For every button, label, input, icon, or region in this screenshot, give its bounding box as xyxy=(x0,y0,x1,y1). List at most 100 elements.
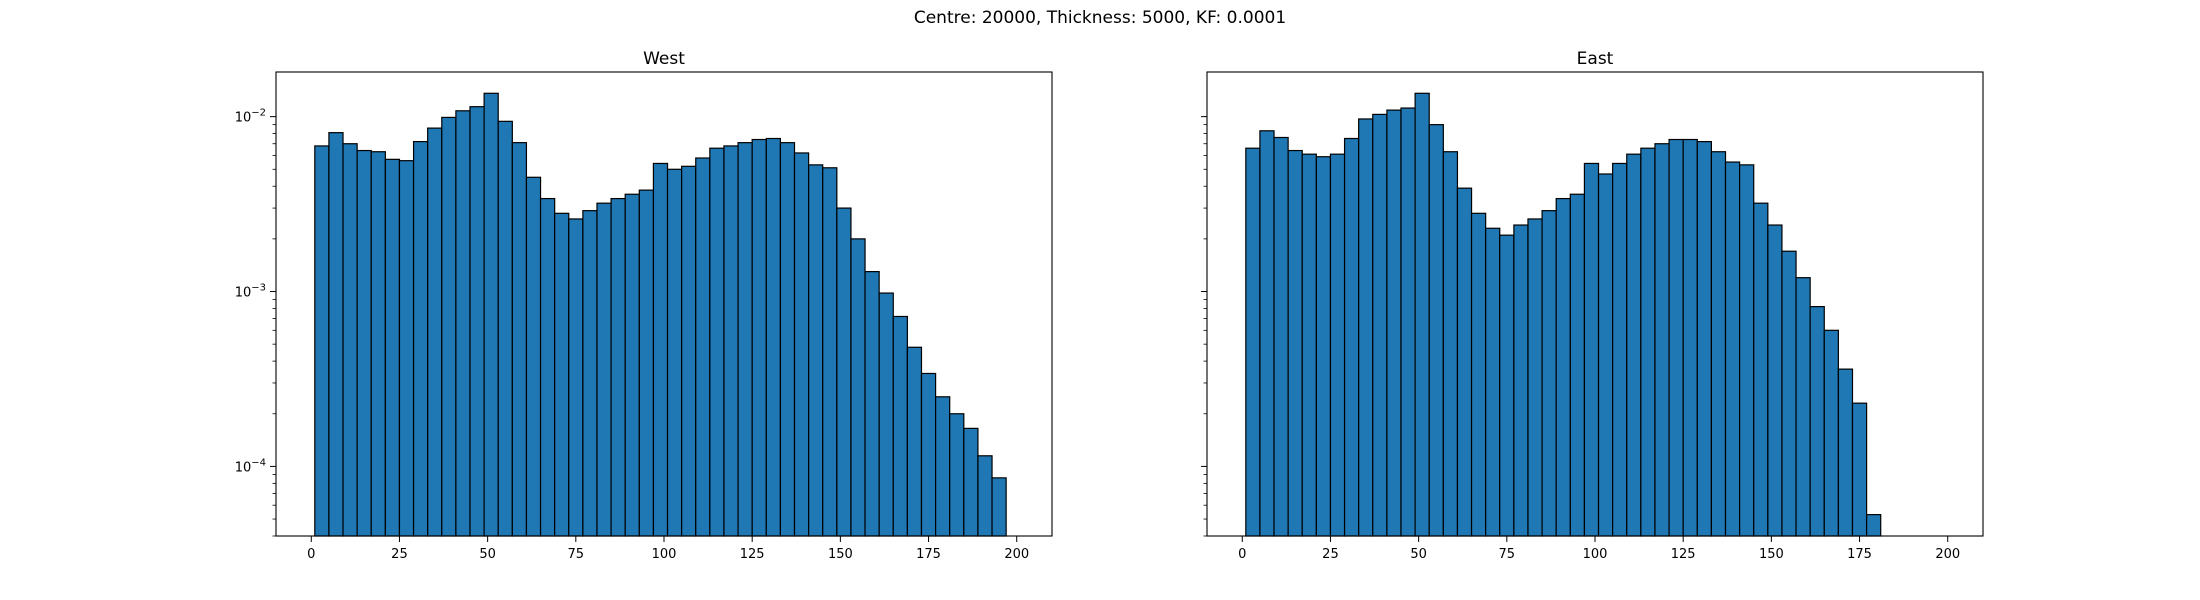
y-tick-label: 10−2 xyxy=(235,108,266,126)
histogram-bar xyxy=(1837,368,1854,537)
histogram-bar xyxy=(1442,151,1459,537)
panel-west: West 0 25 50 75 100 125 150 175 200 10−4 10−3 10−2 xyxy=(235,49,1053,562)
histogram-bar xyxy=(681,165,697,537)
histogram-bar xyxy=(398,160,415,537)
histogram-bar xyxy=(469,106,485,537)
histogram-bar xyxy=(342,143,358,537)
histogram-bar xyxy=(1781,250,1797,537)
histogram-bar xyxy=(638,189,655,537)
histogram-bar xyxy=(1372,113,1388,537)
histogram-bar xyxy=(1640,147,1656,537)
x-tick-label: 50 xyxy=(1410,547,1427,562)
histogram-bar xyxy=(765,137,781,537)
x-tick-label: 25 xyxy=(1322,547,1339,562)
x-tick-label: 200 xyxy=(1004,547,1029,562)
histogram-bar xyxy=(878,292,894,537)
histogram-bar xyxy=(1767,224,1783,537)
histogram-bar xyxy=(977,455,993,537)
x-tick-label: 0 xyxy=(307,547,315,562)
histogram-bar xyxy=(1612,162,1628,537)
histogram-bar xyxy=(737,142,753,537)
histogram-bar xyxy=(1541,210,1557,537)
histogram-bar xyxy=(1386,109,1402,537)
x-tick-label: 150 xyxy=(1759,547,1784,562)
histogram-bar xyxy=(412,140,429,537)
histogram-bar xyxy=(483,92,499,537)
histogram-bar xyxy=(525,176,542,537)
histogram-bar xyxy=(582,210,598,537)
histogram-bar xyxy=(1400,107,1416,537)
histogram-bar xyxy=(427,127,443,537)
histogram-bar xyxy=(751,138,767,537)
histogram-bar xyxy=(1696,140,1713,537)
histogram-bar xyxy=(497,120,513,537)
histogram-bar xyxy=(920,372,937,537)
histogram-bar xyxy=(1739,164,1755,537)
x-tick-label: 125 xyxy=(740,547,765,562)
histogram-bar xyxy=(723,145,739,537)
histogram-bar xyxy=(1626,153,1642,537)
histogram-bar xyxy=(1724,161,1741,537)
histogram-bar xyxy=(1527,218,1543,537)
histogram-bar xyxy=(652,162,669,537)
x-tick-label: 100 xyxy=(652,547,677,562)
histogram-bar xyxy=(328,132,344,537)
histogram-bar xyxy=(1851,402,1868,537)
x-tick-label: 175 xyxy=(916,547,941,562)
x-tick-label: 75 xyxy=(1499,547,1516,562)
histogram-bar xyxy=(1865,514,1882,537)
histogram-bar xyxy=(1329,153,1346,537)
histogram-bar xyxy=(314,145,330,537)
x-tick-label: 75 xyxy=(568,547,585,562)
histogram-bar xyxy=(356,149,372,537)
histogram-bar xyxy=(1753,202,1769,537)
y-tick-label: 10−4 xyxy=(235,457,266,475)
histogram-bar xyxy=(624,193,640,537)
histogram-bar xyxy=(1654,143,1670,537)
histogram-bar xyxy=(1597,173,1614,537)
histogram-bar xyxy=(1682,138,1698,537)
histogram-bar xyxy=(455,110,471,537)
histogram-bar xyxy=(695,157,711,537)
histogram-bar xyxy=(949,413,965,537)
x-tick-label: 200 xyxy=(1935,547,1960,562)
histogram-bar xyxy=(1583,162,1600,537)
histogram-bar xyxy=(610,197,626,537)
histogram-bar xyxy=(1668,138,1684,537)
histogram-bar xyxy=(1555,197,1571,537)
histogram-bar xyxy=(991,477,1007,537)
bars xyxy=(1245,92,1882,537)
histogram-bar xyxy=(1273,136,1289,537)
bars xyxy=(314,92,1007,537)
histogram-bar xyxy=(1428,124,1444,537)
histogram-bar xyxy=(1485,227,1501,537)
x-tick-label: 0 xyxy=(1238,547,1246,562)
histogram-bar xyxy=(864,271,880,537)
histogram-bar xyxy=(1287,149,1303,537)
histogram-bar xyxy=(934,396,951,537)
histogram-bar xyxy=(1470,212,1487,537)
x-tick-label: 175 xyxy=(1847,547,1872,562)
histogram-bar xyxy=(441,116,457,537)
histogram-bar xyxy=(554,212,570,537)
y-tick-label: 10−3 xyxy=(235,283,266,301)
histogram-bar xyxy=(793,152,810,537)
axes-title: East xyxy=(1577,49,1614,69)
histogram-bar xyxy=(1499,234,1515,537)
histogram-bar xyxy=(666,168,683,537)
histogram-bar xyxy=(1795,277,1811,537)
histogram-bar xyxy=(906,346,923,537)
figure-title: Centre: 20000, Thickness: 5000, KF: 0.00… xyxy=(913,8,1287,28)
x-tick-label: 100 xyxy=(1583,547,1608,562)
x-tick-label: 125 xyxy=(1671,547,1696,562)
histogram-bar xyxy=(384,158,401,537)
histogram-bar xyxy=(892,315,908,537)
histogram-bar xyxy=(1315,156,1332,537)
histogram-bar xyxy=(709,147,725,537)
histogram-bar xyxy=(1456,187,1473,537)
histogram-bar xyxy=(539,197,556,537)
histogram-bar xyxy=(1245,147,1261,537)
axes-title: West xyxy=(643,49,685,69)
